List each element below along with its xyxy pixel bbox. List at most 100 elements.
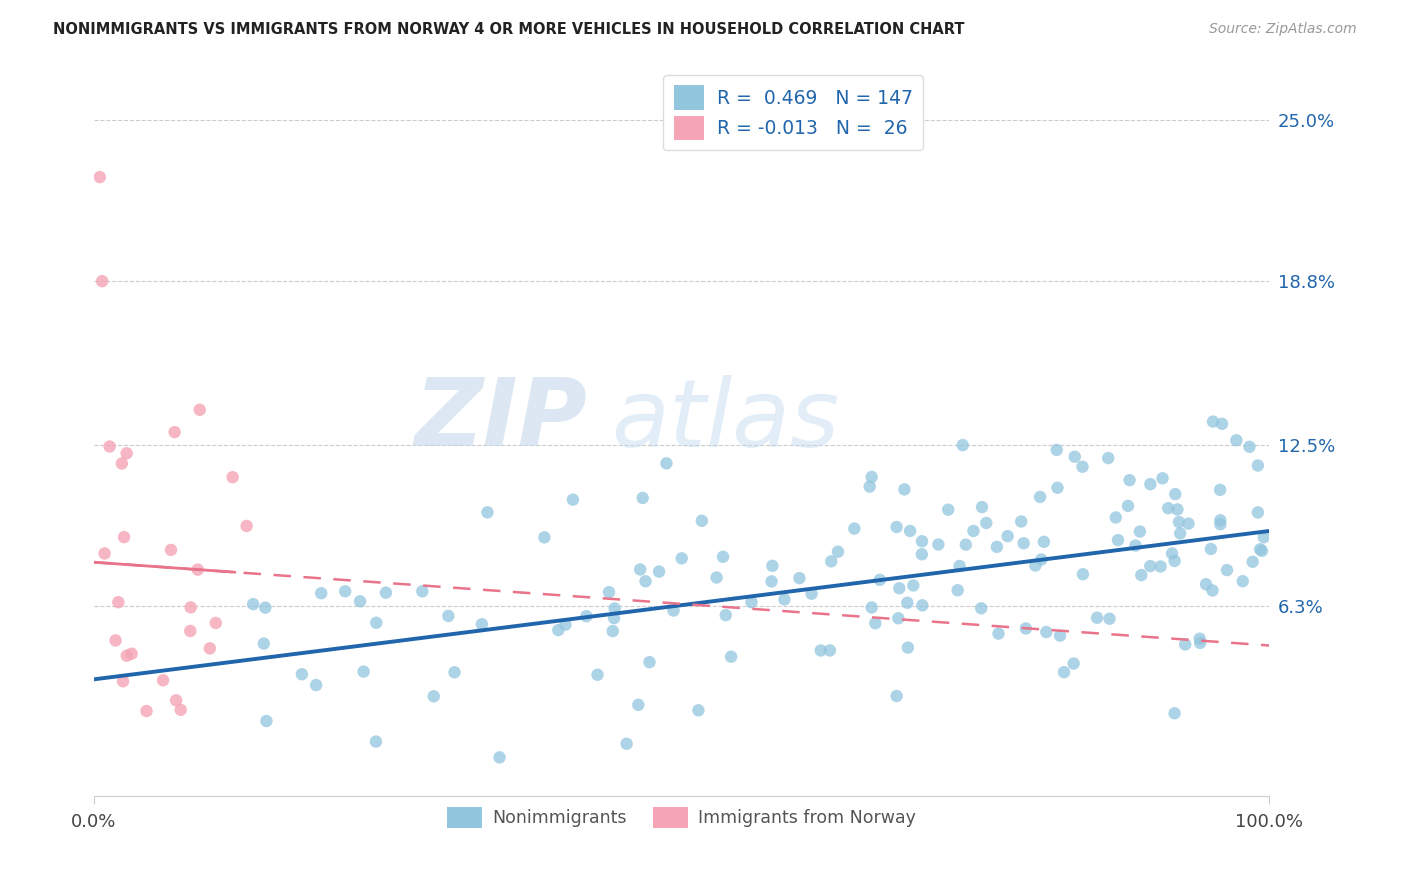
Point <box>471 617 494 632</box>
Point <box>970 601 993 615</box>
Point <box>800 587 823 601</box>
Point <box>1125 539 1147 553</box>
Point <box>1139 477 1161 491</box>
Text: ZIP: ZIP <box>415 375 588 467</box>
Point <box>859 479 882 493</box>
Point <box>827 545 849 559</box>
Point <box>789 571 811 585</box>
Point <box>1053 665 1076 680</box>
Point <box>1032 534 1054 549</box>
Point <box>1107 533 1129 548</box>
Point <box>1209 483 1232 497</box>
Point <box>631 491 654 505</box>
Point <box>602 624 624 638</box>
Point <box>1029 490 1052 504</box>
Point <box>165 693 187 707</box>
Point <box>638 655 661 669</box>
Point <box>364 734 387 748</box>
Point <box>256 714 278 728</box>
Point <box>107 595 129 609</box>
Point <box>1012 536 1035 550</box>
Point <box>987 626 1010 640</box>
Point <box>949 558 972 573</box>
Point <box>1118 473 1140 487</box>
Point <box>1046 481 1069 495</box>
Point <box>1247 458 1270 473</box>
Point <box>305 678 328 692</box>
Point <box>1046 442 1069 457</box>
Point <box>477 505 499 519</box>
Point <box>1031 552 1053 566</box>
Point <box>1177 516 1199 531</box>
Point <box>1216 563 1239 577</box>
Point <box>1167 515 1189 529</box>
Point <box>1211 417 1233 431</box>
Point <box>533 530 555 544</box>
Point <box>1232 574 1254 589</box>
Point <box>1225 434 1247 448</box>
Point <box>1063 657 1085 671</box>
Point <box>962 524 984 538</box>
Point <box>1071 567 1094 582</box>
Point <box>844 522 866 536</box>
Point <box>254 600 277 615</box>
Point <box>1071 459 1094 474</box>
Point <box>204 615 226 630</box>
Text: NONIMMIGRANTS VS IMMIGRANTS FROM NORWAY 4 OR MORE VEHICLES IN HOUSEHOLD CORRELAT: NONIMMIGRANTS VS IMMIGRANTS FROM NORWAY … <box>53 22 965 37</box>
Point <box>1253 530 1275 544</box>
Point <box>773 592 796 607</box>
Point <box>1241 555 1264 569</box>
Point <box>1152 471 1174 485</box>
Point <box>374 585 396 599</box>
Point <box>714 608 737 623</box>
Point <box>936 502 959 516</box>
Point <box>1163 554 1185 568</box>
Point <box>1249 542 1271 557</box>
Point <box>179 624 201 638</box>
Point <box>690 514 713 528</box>
Point <box>671 551 693 566</box>
Point <box>1157 501 1180 516</box>
Point <box>160 543 183 558</box>
Point <box>115 446 138 460</box>
Point <box>1209 513 1232 527</box>
Point <box>946 583 969 598</box>
Point <box>820 554 842 568</box>
Point <box>1164 487 1187 501</box>
Point <box>1174 637 1197 651</box>
Point <box>740 595 762 609</box>
Point <box>598 585 620 599</box>
Point <box>627 698 650 712</box>
Point <box>112 530 135 544</box>
Point <box>911 547 934 561</box>
Point <box>688 703 710 717</box>
Point <box>180 600 202 615</box>
Point <box>1049 629 1071 643</box>
Point <box>561 492 583 507</box>
Point <box>443 665 465 680</box>
Point <box>366 615 388 630</box>
Point <box>662 603 685 617</box>
Point <box>135 704 157 718</box>
Point <box>865 616 887 631</box>
Point <box>1239 440 1261 454</box>
Point <box>411 584 433 599</box>
Point <box>253 636 276 650</box>
Point <box>1251 543 1274 558</box>
Point <box>353 665 375 679</box>
Point <box>170 703 193 717</box>
Point <box>886 520 908 534</box>
Point <box>1098 612 1121 626</box>
Point <box>1085 611 1108 625</box>
Point <box>1129 524 1152 539</box>
Point <box>927 537 949 551</box>
Point <box>93 546 115 560</box>
Point <box>98 440 121 454</box>
Point <box>115 648 138 663</box>
Point <box>970 500 993 514</box>
Point <box>163 425 186 439</box>
Point <box>603 601 626 615</box>
Point <box>91 274 114 288</box>
Text: atlas: atlas <box>612 375 839 466</box>
Point <box>761 558 783 573</box>
